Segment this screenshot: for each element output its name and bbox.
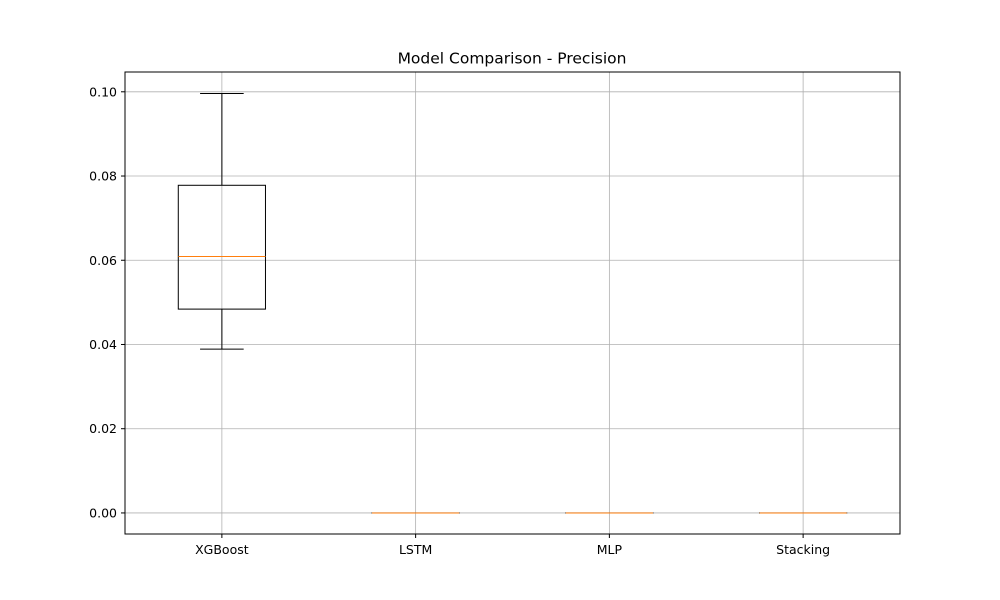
x-tick-label: Stacking [776, 542, 830, 557]
box-body [177, 184, 266, 310]
y-tick-label: 0.00 [89, 505, 117, 520]
x-tick-label: MLP [597, 542, 623, 557]
y-tick-label: 0.02 [89, 421, 117, 436]
y-tick-label: 0.08 [89, 169, 117, 184]
plot-frame [124, 71, 901, 535]
x-tick-label: XGBoost [195, 542, 249, 557]
axes: 0.00 0.02 0.04 0.06 0.08 0.10 XGBoost LSTM MLP St… [89, 71, 901, 557]
boxes [177, 92, 848, 514]
y-tick-label: 0.04 [89, 337, 117, 352]
box-xgboost [177, 92, 266, 350]
x-tick-label: LSTM [399, 542, 432, 557]
grid-lines [125, 72, 900, 534]
y-tick-label: 0.06 [89, 253, 117, 268]
chart-title: Model Comparison - Precision [398, 50, 627, 68]
y-tick-label: 0.10 [89, 84, 117, 99]
